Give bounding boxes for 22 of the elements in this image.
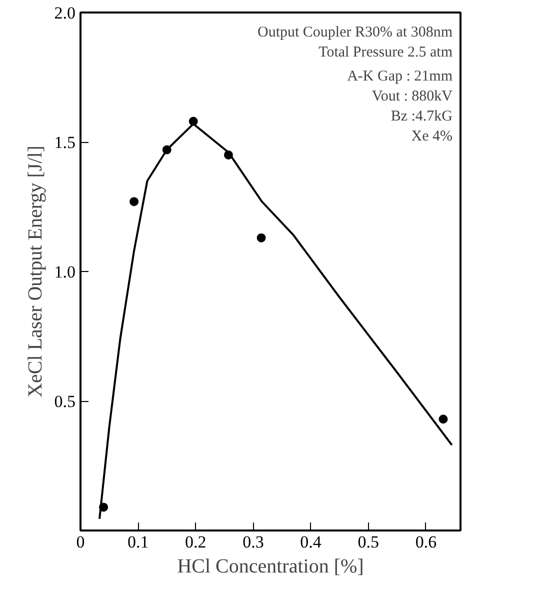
x-tick-label: 0.6	[415, 532, 437, 552]
y-tick-label: 1.5	[54, 133, 76, 152]
point	[130, 197, 139, 206]
annotation: Total Pressure 2.5 atm	[318, 44, 453, 60]
annotation: Vout : 880kV	[372, 88, 453, 104]
annotation: Xe 4%	[411, 128, 453, 144]
x-tick-label: 0.5	[358, 532, 380, 552]
y-tick-label: 1.0	[54, 262, 76, 282]
x-tick-label: 0	[76, 532, 85, 552]
x-tick-label: 0.3	[242, 532, 264, 552]
point	[438, 414, 448, 424]
annotation: Output Coupler R30% at 308nm	[258, 24, 453, 40]
y-axis-title: XeCl Laser Output Energy [J/l]	[24, 146, 46, 398]
x-tick-label: 0.1	[127, 532, 149, 552]
y-tick-label: 2.0	[54, 4, 76, 22]
x-tick-label: 0.2	[185, 532, 206, 552]
x-tick-label: 0.4	[300, 532, 322, 552]
annotation: Bz :4.7kG	[390, 108, 453, 124]
annotation: A-K Gap : 21mm	[347, 68, 453, 84]
y-tick-label: 0.5	[54, 392, 76, 411]
x-axis-title: HCl Concentration [%]	[177, 556, 364, 578]
point	[256, 233, 266, 242]
